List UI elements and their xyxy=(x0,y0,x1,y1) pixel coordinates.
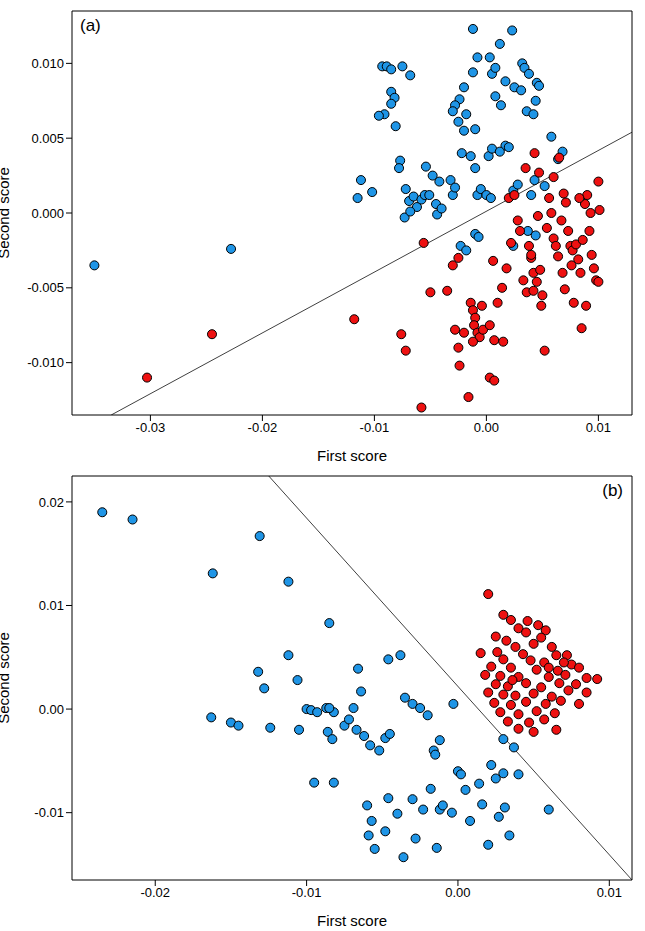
svg-text:0.01: 0.01 xyxy=(597,885,622,900)
svg-text:-0.02: -0.02 xyxy=(140,885,170,900)
svg-text:-0.01: -0.01 xyxy=(360,420,390,435)
svg-text:0.010: 0.010 xyxy=(31,56,64,71)
svg-text:0.00: 0.00 xyxy=(474,420,499,435)
svg-text:0.01: 0.01 xyxy=(586,420,611,435)
svg-text:Second score: Second score xyxy=(0,167,12,259)
svg-text:0.000: 0.000 xyxy=(31,206,64,221)
svg-text:-0.005: -0.005 xyxy=(27,280,64,295)
svg-text:0.02: 0.02 xyxy=(39,495,64,510)
svg-text:First score: First score xyxy=(317,447,387,464)
html-text:(a): (a) xyxy=(80,16,101,35)
svg-text:0.00: 0.00 xyxy=(39,702,64,717)
html-text:(b): (b) xyxy=(602,481,623,500)
svg-text:-0.02: -0.02 xyxy=(248,420,278,435)
svg-text:Second score: Second score xyxy=(0,632,12,724)
svg-text:First score: First score xyxy=(317,912,387,929)
svg-text:-0.01: -0.01 xyxy=(292,885,322,900)
svg-text:-0.01: -0.01 xyxy=(34,805,64,820)
svg-text:-0.010: -0.010 xyxy=(27,355,64,370)
svg-text:-0.03: -0.03 xyxy=(136,420,166,435)
svg-text:0.00: 0.00 xyxy=(445,885,470,900)
svg-text:0.01: 0.01 xyxy=(39,598,64,613)
svg-text:0.005: 0.005 xyxy=(31,131,64,146)
